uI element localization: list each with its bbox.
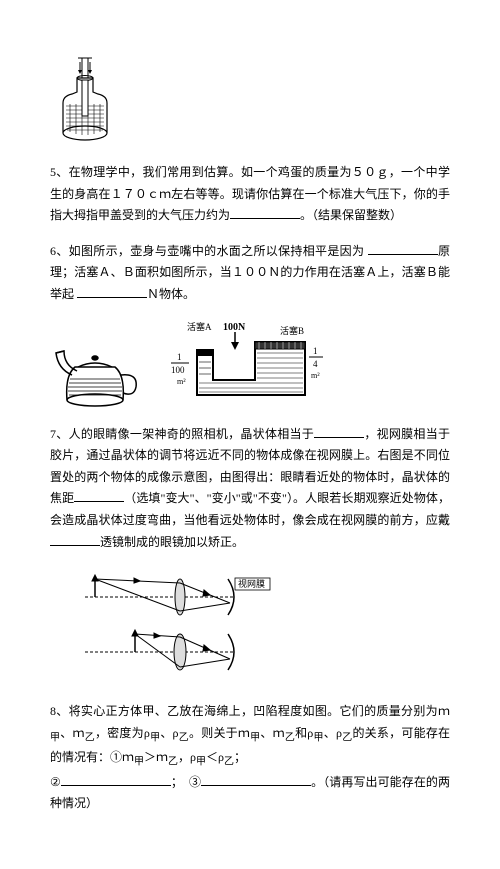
q5-num: 5、 — [50, 165, 69, 179]
m2b: m² — [311, 371, 320, 380]
frac2-bot: 4 — [313, 359, 318, 369]
q4-figure — [50, 48, 450, 148]
question-7: 7、人的眼睛像一架神奇的照相机，晶状体相当于，视网膜相当于胶片，通过晶状体的调节… — [50, 424, 450, 554]
m2a: m² — [177, 377, 186, 386]
q7-blank2 — [74, 489, 124, 502]
q8-blank2 — [61, 773, 171, 786]
teapot-diagram — [50, 335, 145, 410]
bottle-diagram — [50, 48, 120, 148]
q7-text1: 人的眼睛像一架神奇的照相机，晶状体相当于 — [69, 427, 315, 441]
frac1-top: 1 — [177, 352, 182, 362]
label-pistonA: 活塞A — [187, 321, 212, 332]
q6-blank1 — [368, 242, 438, 255]
q7-num: 7、 — [50, 427, 69, 441]
question-6: 6、如图所示，壶身与壶嘴中的水面之所以保持相平是因为 原理；活塞Ａ、Ｂ面积如图所… — [50, 241, 450, 306]
q5-blank — [230, 206, 300, 219]
q6-text3: Ｎ物体。 — [147, 287, 195, 301]
q5-text2: 。（结果保留整数） — [300, 208, 402, 222]
eye-diagram: 视网膜 — [80, 567, 280, 687]
label-pistonB: 活塞B — [280, 325, 304, 336]
question-5: 5、在物理学中，我们常用到估算。如一个鸡蛋的质量为５０ｇ，一个中学生的身高在１７… — [50, 162, 450, 227]
frac1-bot: 100 — [171, 365, 185, 375]
label-100n: 100N — [223, 322, 246, 333]
q6-blank2 — [77, 285, 147, 298]
retina-label-1: 视网膜 — [238, 578, 265, 589]
q7-blank1 — [314, 425, 364, 438]
q7-blank3 — [50, 533, 100, 546]
q7-text4: 透镜制成的眼镜加以矫正。 — [100, 535, 244, 549]
q7-figure: 视网膜 — [80, 567, 450, 687]
frac2-top: 1 — [313, 346, 318, 356]
q8-num: 8、 — [50, 704, 69, 718]
q6-num: 6、 — [50, 244, 69, 258]
question-8: 8、将实心正方体甲、乙放在海绵上，凹陷程度如图。它们的质量分别为ｍ甲、ｍ乙，密度… — [50, 701, 450, 815]
q6-text1: 如图所示，壶身与壶嘴中的水面之所以保持相平是因为 — [69, 244, 368, 258]
hydraulic-diagram: 活塞A 100N 活塞B 1 100 m² 1 4 m² — [165, 320, 335, 410]
q6-figure: 活塞A 100N 活塞B 1 100 m² 1 4 m² — [50, 320, 450, 410]
q8-blank3 — [201, 773, 311, 786]
